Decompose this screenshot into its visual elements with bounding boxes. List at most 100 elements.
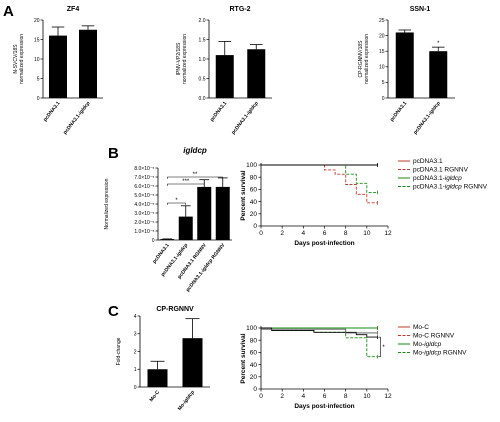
y-tick-label: 1.0×10⁻⁵: [134, 229, 154, 235]
x-tick-label: 10: [363, 230, 371, 237]
y-axis-label: Percent survival: [240, 333, 247, 383]
x-tick-label: 8: [344, 393, 348, 400]
bar: [429, 51, 448, 98]
y-axis-label: normalized expression: [182, 34, 188, 84]
chart-title: igldcp: [183, 146, 207, 155]
y-tick-label: 20: [379, 33, 385, 39]
y-tick-label: 2: [134, 349, 137, 355]
legend-label: Mo-igldcp: [413, 341, 442, 348]
y-tick-label: 20: [250, 374, 258, 381]
significance-bracket: [167, 183, 205, 186]
chart-igldcp: igldcp 0 1.0×10⁻⁵ 2.0×10⁻⁵ 3.0×10⁻⁵ 4.0×10⁻⁵ 5…: [104, 146, 232, 293]
bar: [79, 29, 97, 98]
y-tick-label: 20: [250, 211, 258, 218]
y-tick-label: 10: [379, 65, 385, 71]
y-tick-label: 1: [134, 367, 137, 373]
category-label: pcDNA3.1-igldcp: [412, 101, 441, 136]
y-tick-label: 60: [250, 187, 258, 194]
category-label: Mo-C: [149, 389, 162, 403]
y-tick-label: 15: [379, 49, 385, 55]
y-tick-label: 0: [253, 386, 257, 393]
significance-bracket: [378, 336, 381, 357]
category-label: pcDNA3.1: [209, 100, 228, 122]
y-tick-label: 0: [152, 238, 155, 244]
y-tick-label: 0.5: [199, 76, 206, 82]
y-tick-label: 4: [134, 314, 137, 320]
category-label: pcDNA3.1-igldcp: [62, 101, 91, 136]
significance-marker: ***: [182, 179, 190, 185]
y-tick-label: 2.0: [199, 18, 206, 24]
category-label: pcDNA3.1-igldcp: [230, 101, 259, 136]
chart-survival_c: 0 20 40 60 80 100 0 2 4 6 8 10 12 Days post-infection…: [240, 324, 467, 410]
y-tick-label: 2.0×10⁻⁵: [134, 220, 154, 226]
survival-line: [261, 164, 378, 193]
survival-line: [261, 164, 378, 204]
x-tick-label: 8: [344, 230, 348, 237]
y-tick-label: 25: [379, 18, 385, 24]
category-label: pcDNA3.1: [42, 100, 61, 122]
panel-letter-c: C: [108, 303, 119, 320]
bar: [395, 32, 414, 99]
significance-marker: *: [382, 345, 385, 351]
legend-label: pcDNA3.1: [413, 158, 443, 165]
legend-label: Mo-igldcp RGNNV: [413, 350, 467, 357]
category-label: pcDNA3.1-igldcp RGNNV: [185, 242, 227, 293]
chart-cprgnnv: CP-RGNNV 0 1 2 3 4 Fold-change Mo-C Mo-igldcp: [116, 306, 210, 412]
y-tick-label: 0: [382, 96, 385, 102]
chart-title: ZF4: [67, 6, 80, 13]
panel-letter-b: B: [108, 145, 119, 162]
y-tick-label: 5.0×10⁻⁵: [134, 193, 154, 199]
y-tick-label: 5: [37, 76, 40, 82]
x-axis-label: Days post-infection: [294, 403, 354, 410]
y-tick-label: 1.5: [199, 37, 206, 43]
x-tick-label: 12: [384, 393, 392, 400]
significance-marker: *: [175, 198, 178, 204]
y-tick-label: 60: [250, 350, 258, 357]
legend-label: pcDNA3.1-igldcp RGNNV: [413, 184, 488, 191]
x-tick-label: 6: [323, 393, 327, 400]
y-tick-label: 15: [34, 37, 40, 43]
legend-label: Mo-C RGNNV: [413, 333, 455, 340]
x-tick-label: 4: [302, 393, 306, 400]
category-label: Mo-igldcp: [177, 390, 196, 412]
chart-survival_b: 0 20 40 60 80 100 0 2 4 6 8 10 12 Days post-infection…: [240, 158, 488, 247]
y-tick-label: 5: [382, 80, 385, 86]
y-tick-label: 8.0×10⁻⁵: [134, 166, 154, 172]
x-tick-label: 10: [363, 393, 371, 400]
y-tick-label: 80: [250, 337, 258, 344]
bar: [182, 338, 203, 387]
legend-label: pcDNA3.1-igldcp: [413, 175, 462, 182]
y-tick-label: 6.0×10⁻⁵: [134, 184, 154, 190]
x-axis-label: Days post-infection: [294, 240, 354, 247]
y-axis-label: N-SVCV/18S: [13, 44, 19, 74]
y-tick-label: 20: [34, 18, 40, 24]
chart-title: RTG-2: [230, 6, 251, 13]
bar: [178, 216, 193, 240]
significance-marker: **: [193, 172, 198, 178]
panel-letter-a: A: [3, 3, 14, 20]
y-tick-label: 3.0×10⁻⁵: [134, 211, 154, 217]
x-tick-label: 2: [280, 393, 284, 400]
y-tick-label: 10: [34, 57, 40, 63]
y-axis-label: IPNV-VP2/18S: [176, 42, 182, 75]
y-tick-label: 0.0: [199, 96, 206, 102]
y-tick-label: 40: [250, 362, 258, 369]
x-tick-label: 0: [259, 230, 263, 237]
y-tick-label: 0: [37, 96, 40, 102]
y-tick-label: 0: [253, 223, 257, 230]
y-tick-label: 4.0×10⁻⁵: [134, 202, 154, 208]
y-tick-label: 100: [246, 325, 257, 332]
y-axis-label: Fold-change: [116, 337, 122, 365]
bar: [160, 239, 175, 240]
x-tick-label: 4: [302, 230, 306, 237]
chart-title: CP-RGNNV: [156, 306, 194, 313]
y-tick-label: 1.0: [199, 57, 206, 63]
x-tick-label: 0: [259, 393, 263, 400]
y-tick-label: 80: [250, 174, 258, 181]
y-tick-label: 7.0×10⁻⁵: [134, 175, 154, 181]
significance-marker: *: [437, 41, 440, 47]
chart-title: SSN-1: [410, 6, 431, 13]
bar: [147, 369, 168, 387]
